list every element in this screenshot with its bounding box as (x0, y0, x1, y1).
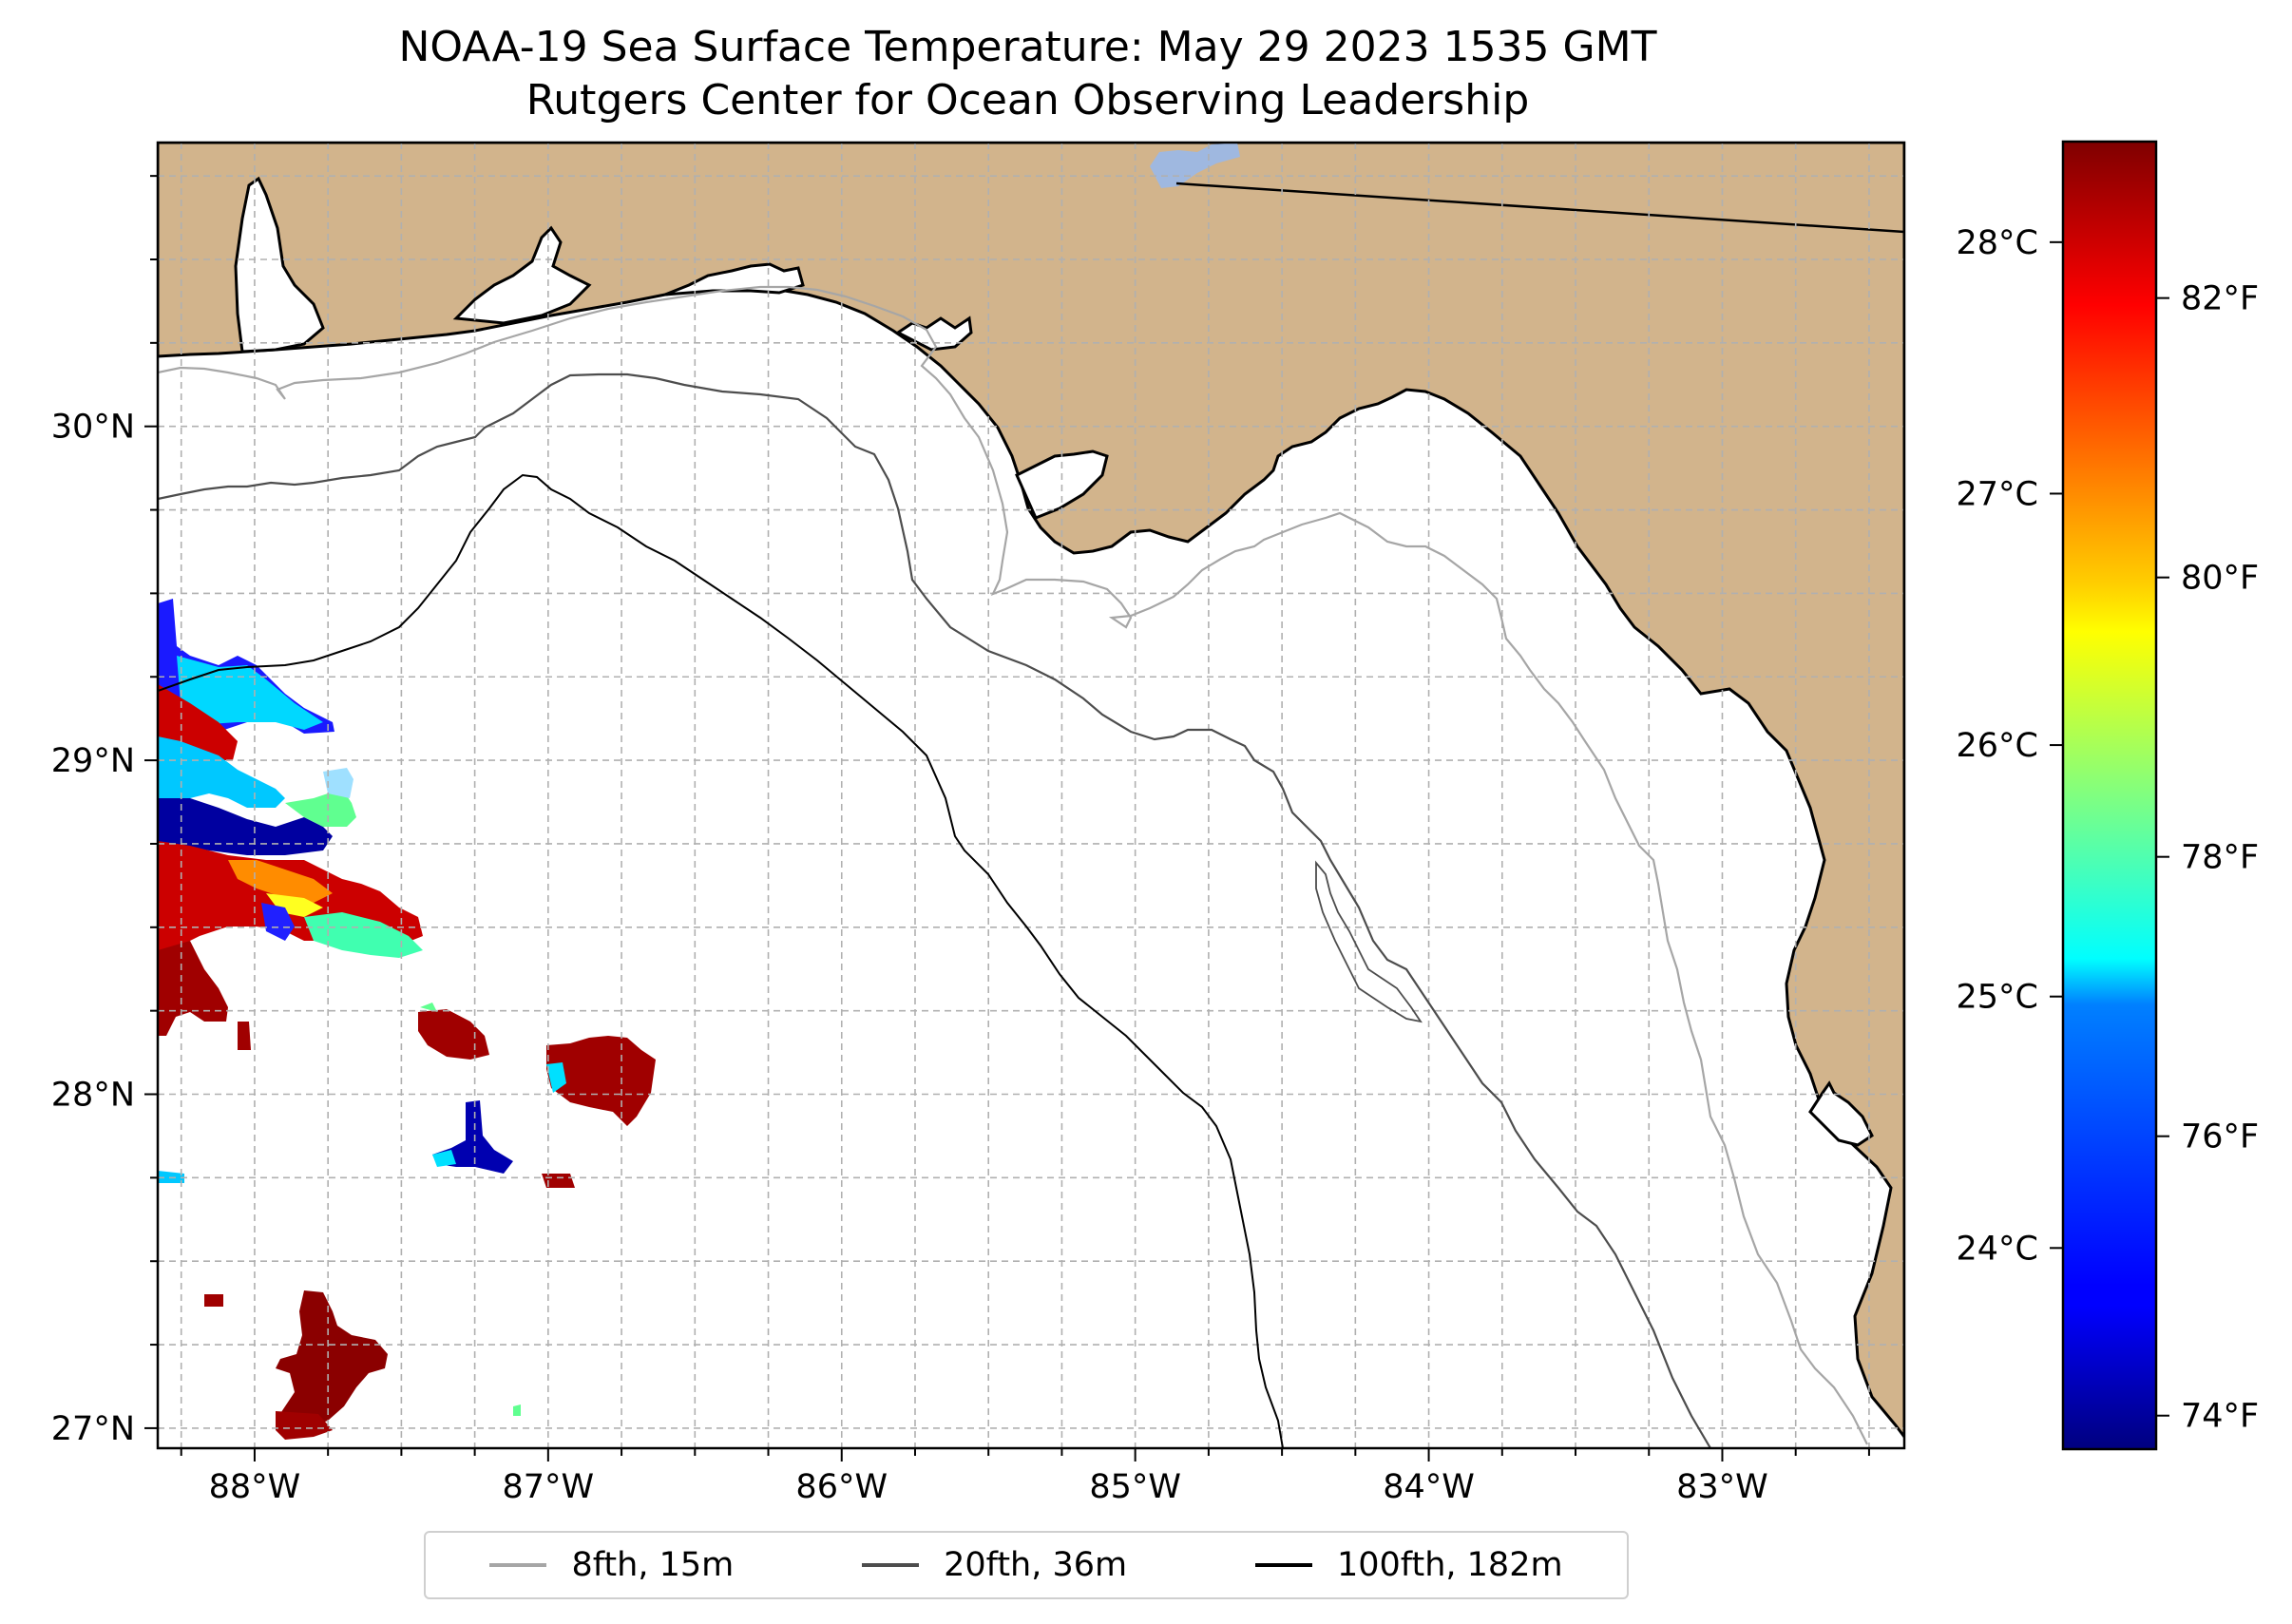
legend-label: 100fth, 182m (1336, 1546, 1563, 1584)
colorbar-fahrenheit-labels: 82°F 80°F 78°F 76°F 74°F (2181, 280, 2259, 1436)
title-line-2: Rutgers Center for Ocean Observing Leade… (525, 76, 1530, 124)
celsius-tick-label: 24°C (1957, 1230, 2038, 1268)
fahrenheit-tick-label: 78°F (2181, 839, 2259, 877)
legend-item: 8fth, 15m (489, 1546, 734, 1584)
colorbar-ticks (2050, 240, 2169, 1417)
legend-item: 20fth, 36m (862, 1546, 1127, 1584)
legend-item: 100fth, 182m (1254, 1546, 1563, 1584)
isobaths (158, 285, 1868, 1448)
fahrenheit-tick-label: 74°F (2181, 1398, 2259, 1436)
lon-tick-label: 86°W (795, 1468, 888, 1506)
legend-label: 8fth, 15m (571, 1546, 735, 1584)
celsius-tick-label: 26°C (1957, 727, 2038, 765)
fahrenheit-tick-label: 82°F (2181, 280, 2259, 318)
isobath-legend: 8fth, 15m 20fth, 36m 100fth, 182m (424, 1531, 1629, 1599)
colorbar (2061, 140, 2158, 1451)
colorbar-celsius-labels: 28°C 27°C 26°C 25°C 24°C (1957, 224, 2038, 1268)
sst-observations (158, 599, 656, 1440)
celsius-tick-label: 25°C (1957, 979, 2038, 1017)
map-frame (156, 141, 1906, 1450)
lat-tick-label: 28°N (51, 1077, 135, 1115)
isobath-15m (158, 285, 1868, 1445)
pensacola-bay (452, 225, 592, 325)
celsius-tick-label: 28°C (1957, 224, 2038, 262)
legend-label: 20fth, 36m (944, 1546, 1128, 1584)
lon-tick-label: 85°W (1089, 1468, 1181, 1506)
lon-tick-label: 88°W (209, 1468, 301, 1506)
isobath-36m (158, 373, 1711, 1448)
lon-tick-labels: 88°W 87°W 86°W 85°W 84°W 83°W (209, 1468, 1768, 1506)
lat-tick-label: 29°N (51, 742, 135, 780)
title-line-1: NOAA-19 Sea Surface Temperature: May 29 … (398, 23, 1657, 71)
legend-swatch (1254, 1563, 1312, 1567)
lat-tick-label: 27°N (51, 1410, 135, 1448)
lat-tick-label: 30°N (51, 409, 135, 447)
lat-tick-labels: 30°N 29°N 28°N 27°N (51, 409, 135, 1448)
mobile-bay (234, 176, 325, 353)
lon-tick-label: 84°W (1383, 1468, 1475, 1506)
isobath-182m (158, 473, 1284, 1448)
map-title: NOAA-19 Sea Surface Temperature: May 29 … (157, 21, 1899, 127)
isobath-36m-reef (1315, 860, 1423, 1023)
legend-swatch (489, 1563, 547, 1567)
tampa-bay (1808, 1080, 1874, 1147)
fahrenheit-tick-label: 80°F (2181, 560, 2259, 598)
graticule (158, 143, 1904, 1448)
celsius-tick-label: 27°C (1957, 475, 2038, 513)
legend-swatch (862, 1563, 920, 1567)
state-border (1175, 182, 1904, 234)
lon-tick-label: 83°W (1676, 1468, 1768, 1506)
fahrenheit-tick-label: 76°F (2181, 1118, 2259, 1156)
lon-tick-label: 87°W (503, 1468, 595, 1506)
axis-ticks (144, 175, 1870, 1462)
lake (1150, 143, 1240, 188)
